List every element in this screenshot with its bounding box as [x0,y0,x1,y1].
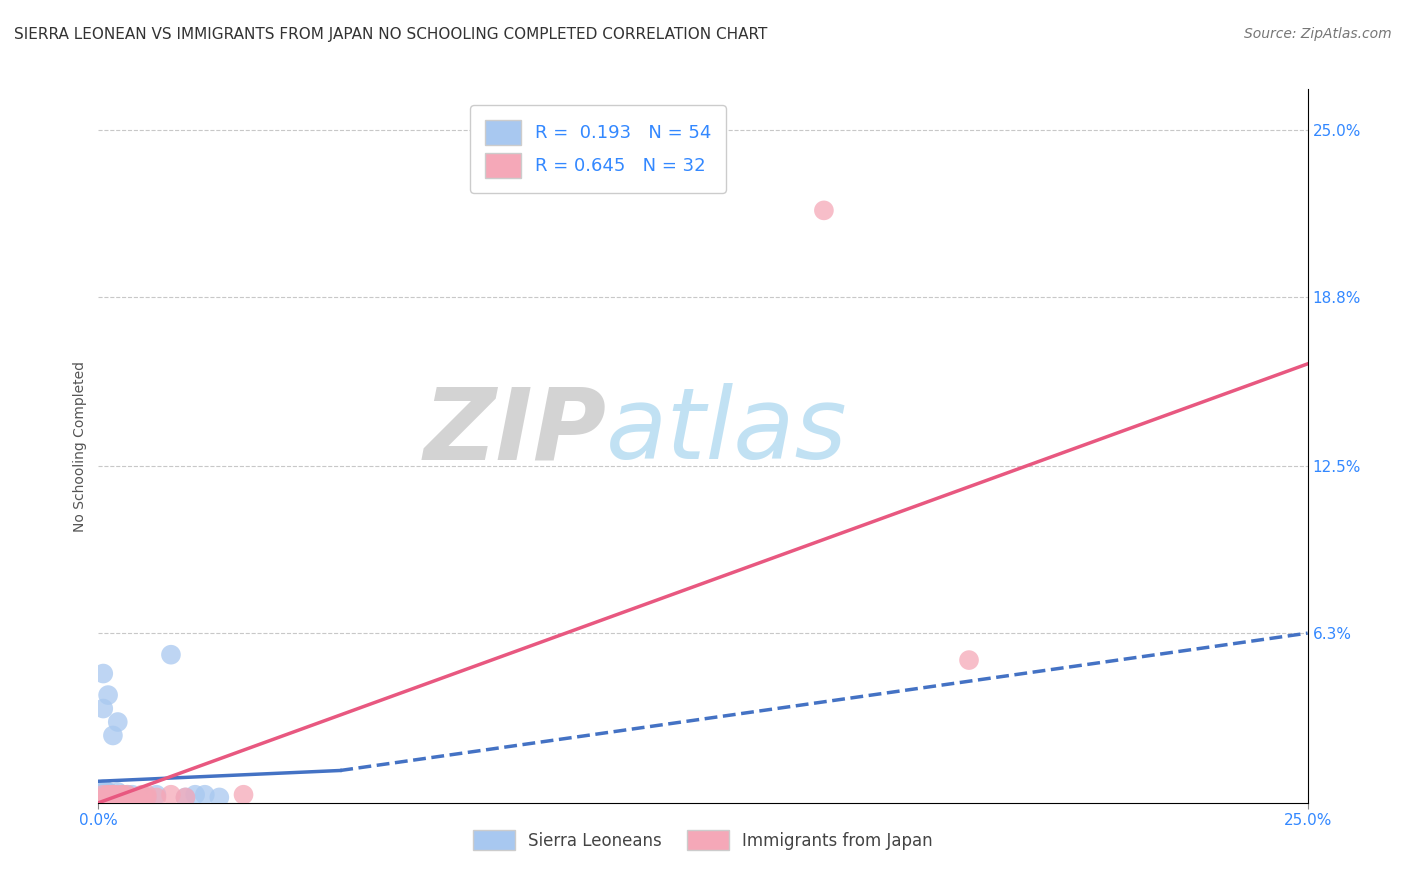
Point [121,790,143,805]
Point [91,788,114,802]
Point [97,790,120,805]
Point [107,790,129,805]
Point [91,785,114,799]
Point [107,790,129,805]
Point [101,788,124,802]
Text: SIERRA LEONEAN VS IMMIGRANTS FROM JAPAN NO SCHOOLING COMPLETED CORRELATION CHART: SIERRA LEONEAN VS IMMIGRANTS FROM JAPAN … [14,27,768,42]
Point [101,790,124,805]
Point [91,790,114,805]
Point [91,788,114,802]
Point [174,790,197,805]
Point [91,790,114,805]
Point [91,788,114,802]
Point [97,788,120,802]
Point [101,790,124,805]
Point [101,788,124,802]
Point [232,788,254,802]
Point [97,785,120,799]
Point [101,790,124,805]
Point [91,666,114,681]
Point [91,790,114,805]
Point [107,785,129,799]
Y-axis label: No Schooling Completed: No Schooling Completed [73,360,87,532]
Point [127,790,149,805]
Point [91,790,114,805]
Point [107,714,129,729]
Point [101,729,124,743]
Point [101,788,124,802]
Point [97,688,120,702]
Point [111,788,134,802]
Point [174,790,197,805]
Point [101,790,124,805]
Text: atlas: atlas [606,384,848,480]
Point [111,788,134,802]
Point [208,790,231,805]
Point [111,788,134,802]
Point [813,203,835,218]
Point [135,790,157,805]
Point [97,788,120,802]
Point [127,790,149,805]
Point [135,788,157,802]
Text: Source: ZipAtlas.com: Source: ZipAtlas.com [1244,27,1392,41]
Point [121,788,143,802]
Point [97,788,120,802]
Point [145,790,167,805]
Point [194,788,217,802]
Point [91,790,114,805]
Point [91,782,114,797]
Point [101,790,124,805]
Point [184,788,207,802]
Point [107,790,129,805]
Point [97,790,120,805]
Point [127,790,149,805]
Point [101,788,124,802]
Point [91,790,114,805]
Point [111,790,134,805]
Point [145,788,167,802]
Point [97,790,120,805]
Point [97,788,120,802]
Point [97,790,120,805]
Point [91,785,114,799]
Point [97,788,120,802]
Point [135,790,157,805]
Point [111,788,134,802]
Point [101,790,124,805]
Point [117,788,139,802]
Point [97,790,120,805]
Point [97,788,120,802]
Point [97,788,120,802]
Point [101,788,124,802]
Point [101,788,124,802]
Point [107,788,129,802]
Point [91,701,114,715]
Point [101,788,124,802]
Text: ZIP: ZIP [423,384,606,480]
Point [107,790,129,805]
Point [91,790,114,805]
Point [91,788,114,802]
Point [97,785,120,799]
Point [111,790,134,805]
Point [107,788,129,802]
Point [91,788,114,802]
Point [160,788,183,802]
Point [97,790,120,805]
Point [160,648,183,662]
Point [117,788,139,802]
Point [97,790,120,805]
Point [107,788,129,802]
Legend: Sierra Leoneans, Immigrants from Japan: Sierra Leoneans, Immigrants from Japan [465,822,941,859]
Point [131,788,153,802]
Point [957,653,980,667]
